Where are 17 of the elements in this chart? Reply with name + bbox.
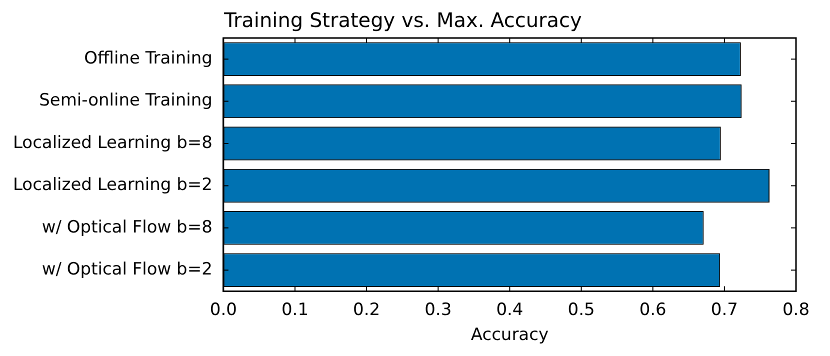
x-tick-label: 0.2 [353, 300, 380, 320]
x-tick-label: 0.0 [210, 300, 237, 320]
x-tick-label: 0.3 [424, 300, 452, 320]
x-tick-label: 0.6 [639, 300, 666, 320]
x-tick-label: 0.8 [782, 300, 810, 320]
x-tick-label: 0.4 [496, 300, 524, 320]
x-tick-label: 0.5 [568, 300, 595, 320]
y-tick-label: Semi-online Training [39, 90, 212, 111]
y-tick-label: Localized Learning b=8 [12, 132, 212, 153]
x-tick-label: 0.1 [281, 300, 309, 320]
chart-title: Training Strategy vs. Max. Accuracy [223, 8, 582, 32]
y-tick-label: Localized Learning b=2 [12, 175, 212, 196]
y-tick-label: w/ Optical Flow b=2 [42, 260, 212, 280]
x-axis-title: Accuracy [470, 325, 549, 346]
y-tick-label: w/ Optical Flow b=8 [42, 217, 212, 238]
x-tick-label: 0.7 [710, 300, 738, 320]
y-tick-label: Offline Training [84, 48, 212, 69]
